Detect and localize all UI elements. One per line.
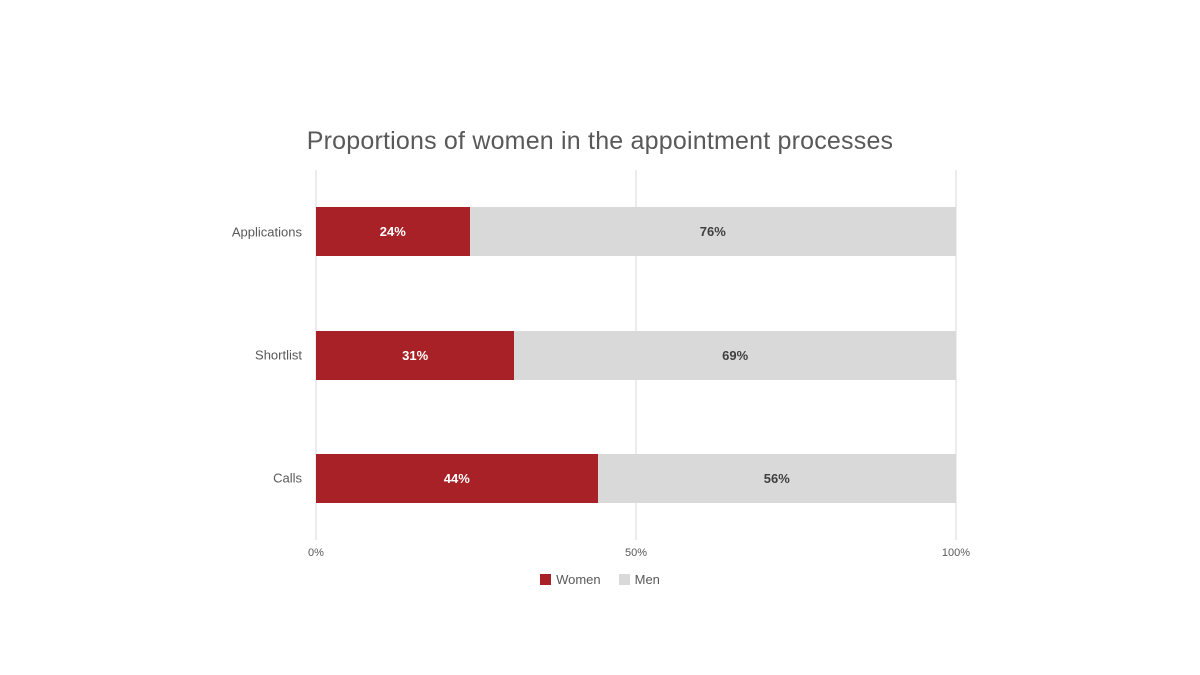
bar-segment-women: 31% [316, 330, 515, 380]
category-label: Applications [231, 224, 302, 240]
bar-row: Shortlist 31% 69% [255, 330, 956, 380]
bar-segment-women: 24% [316, 207, 470, 257]
category-label: Calls [273, 470, 302, 486]
x-tick-label: 100% [941, 547, 971, 559]
legend-item: Women [540, 572, 601, 587]
bar-segment-men: 56% [597, 453, 956, 503]
category-label: Shortlist [255, 347, 302, 363]
legend-swatch-women [540, 574, 552, 585]
chart-title: Proportions of women in the appointment … [306, 127, 894, 155]
legend-swatch-men [618, 574, 630, 585]
bar-data-label: 44% [443, 470, 470, 486]
bar-segment-men: 69% [514, 330, 956, 380]
x-tick-label: 50% [624, 547, 648, 559]
bar-data-label: 24% [379, 224, 406, 240]
bar-data-label: 76% [699, 224, 726, 240]
gridline [955, 170, 957, 540]
bar-row: Applications 24% 76% [232, 207, 956, 257]
bar-row: Calls 44% 56% [273, 453, 956, 503]
bar-data-label: 31% [402, 347, 429, 363]
legend: Women Men [0, 572, 1200, 587]
legend-label: Women [556, 572, 601, 587]
bar-data-label: 56% [763, 470, 790, 486]
bar-segment-men: 76% [469, 207, 956, 257]
x-tick-label: 0% [308, 547, 324, 559]
plot-area: 0% 50% 100% Applications 24% 76% Shortlist 31% 6… [232, 170, 970, 559]
legend-item: Men [618, 572, 660, 587]
legend-label: Men [634, 572, 660, 587]
bar-data-label: 69% [722, 347, 749, 363]
bar-segment-women: 44% [316, 453, 598, 503]
